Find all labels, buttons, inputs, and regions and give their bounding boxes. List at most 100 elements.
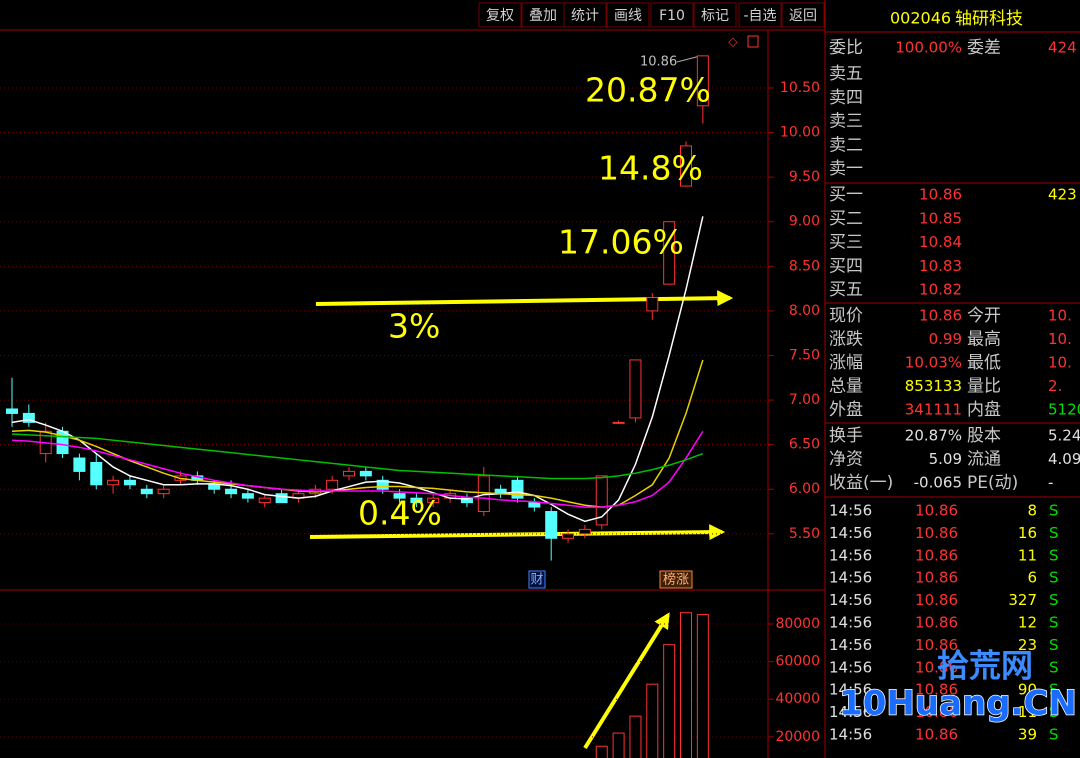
candle-body: [595, 475, 608, 526]
trade-price: 10.86: [915, 681, 958, 699]
toolbar-button-label[interactable]: 统计: [571, 8, 599, 24]
label: 卖四: [829, 88, 863, 108]
toolbar-button-label[interactable]: F10: [659, 8, 685, 24]
candle-body: [258, 497, 271, 504]
value: 10.: [1048, 330, 1072, 348]
toolbar-button[interactable]: [521, 2, 565, 28]
label: 净资: [829, 450, 863, 470]
volume-bar: [663, 644, 676, 758]
label: 卖一: [829, 159, 863, 179]
toolbar-button[interactable]: [478, 2, 522, 28]
label: 总量: [829, 377, 863, 397]
toolbar-button[interactable]: [563, 2, 607, 28]
candle-body: [696, 55, 709, 107]
toolbar-button-label[interactable]: 标记: [701, 8, 729, 24]
volume-plot: [595, 612, 709, 758]
event-marker: [659, 570, 693, 589]
arrow: [315, 290, 734, 307]
toolbar-button[interactable]: [693, 2, 737, 28]
moving-average: [11, 430, 704, 508]
value: 4.09: [1048, 450, 1080, 468]
event-label: 榜涨: [663, 572, 689, 588]
label: 流通: [967, 450, 1001, 470]
trade-price: 10.86: [915, 614, 958, 632]
volume-bar: [612, 732, 625, 758]
trade-volume: 327: [1008, 591, 1037, 609]
toolbar-button[interactable]: [738, 2, 782, 28]
toolbar-button-label[interactable]: 返回: [789, 8, 817, 24]
candle-body: [562, 533, 575, 539]
label: 最高: [967, 330, 1001, 350]
icon[interactable]: [747, 35, 759, 48]
label: 现价: [829, 306, 863, 326]
label: 内盘: [967, 400, 1001, 420]
volume-bar: [680, 612, 692, 758]
stock-name: 轴研科技: [955, 9, 1023, 29]
trade-time: 14:56: [829, 524, 872, 542]
moving-average: [11, 216, 704, 523]
trade-price: 10.86: [915, 569, 958, 587]
candle-body: [680, 145, 692, 187]
value: 424: [1048, 39, 1077, 57]
label: 今开: [967, 306, 1001, 326]
trade-volume: 23: [1018, 636, 1037, 654]
candle-body: [157, 488, 170, 495]
y-tick-label: 7.50: [789, 347, 820, 363]
toolbar-button-label[interactable]: 画线: [614, 8, 642, 24]
volume-bar: [629, 715, 642, 758]
value: 10.: [1048, 307, 1072, 325]
y-tick-label: 6.50: [789, 437, 820, 453]
value: 10.83: [919, 257, 962, 275]
value: 20.87%: [905, 427, 962, 445]
icon[interactable]: ◇: [728, 35, 738, 49]
value: 5120: [1048, 401, 1080, 419]
value: 5.09: [929, 450, 962, 468]
candle-body: [545, 511, 558, 539]
label: 委差: [967, 38, 1001, 58]
label: 买一: [829, 185, 863, 205]
candle-body: [326, 479, 339, 490]
trade-time: 14:56: [829, 681, 872, 699]
candle-body: [578, 528, 591, 535]
label: 涨幅: [829, 353, 863, 373]
candle-body: [528, 502, 541, 508]
trade-side: S: [1049, 726, 1059, 744]
value: -: [1048, 474, 1053, 492]
value: 100.00%: [895, 39, 962, 57]
annotation: 14.8%: [598, 149, 703, 188]
candle-body: [22, 412, 35, 423]
value: 10.86: [919, 307, 962, 325]
label: PE(动): [967, 473, 1018, 493]
trade-price: 10.86: [915, 726, 958, 744]
label: 买二: [829, 209, 863, 229]
label: 涨跌: [829, 330, 863, 350]
candle-body: [427, 497, 440, 504]
trade-time: 14:56: [829, 591, 872, 609]
annotation: 3%: [388, 307, 440, 346]
trade-side: S: [1049, 658, 1059, 676]
toolbar-button[interactable]: [650, 2, 694, 28]
toolbar-button[interactable]: [606, 2, 650, 28]
trade-side: S: [1049, 502, 1059, 520]
y-tick-label: 40000: [775, 691, 820, 707]
toolbar-button-label[interactable]: 复权: [486, 7, 514, 24]
candle-body: [393, 493, 406, 499]
toolbar-button-label[interactable]: 叠加: [529, 8, 557, 24]
candle-body: [73, 457, 86, 472]
value: 341111: [905, 401, 962, 419]
toolbar-button[interactable]: [781, 2, 825, 28]
toolbar-button-label[interactable]: -自选: [743, 8, 776, 24]
trade-volume: 6: [1027, 569, 1037, 587]
label: 收益(一): [829, 473, 893, 493]
trade-price: 10.86: [915, 524, 958, 542]
candle-body: [663, 221, 676, 285]
value: 10.85: [919, 209, 962, 227]
y-tick-label: 5.50: [789, 526, 820, 542]
candle-body: [6, 408, 18, 414]
max-label: 10.86: [640, 55, 677, 70]
value: 0.99: [929, 330, 962, 348]
trade-volume: 11: [1018, 546, 1037, 564]
event-label: 财: [530, 573, 543, 588]
value: 10.86: [919, 186, 962, 204]
trade-price: 10.86: [915, 636, 958, 654]
